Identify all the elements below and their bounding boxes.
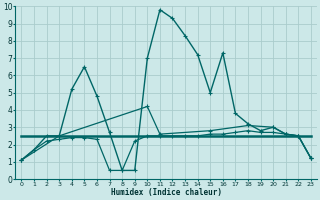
X-axis label: Humidex (Indice chaleur): Humidex (Indice chaleur)	[111, 188, 222, 197]
